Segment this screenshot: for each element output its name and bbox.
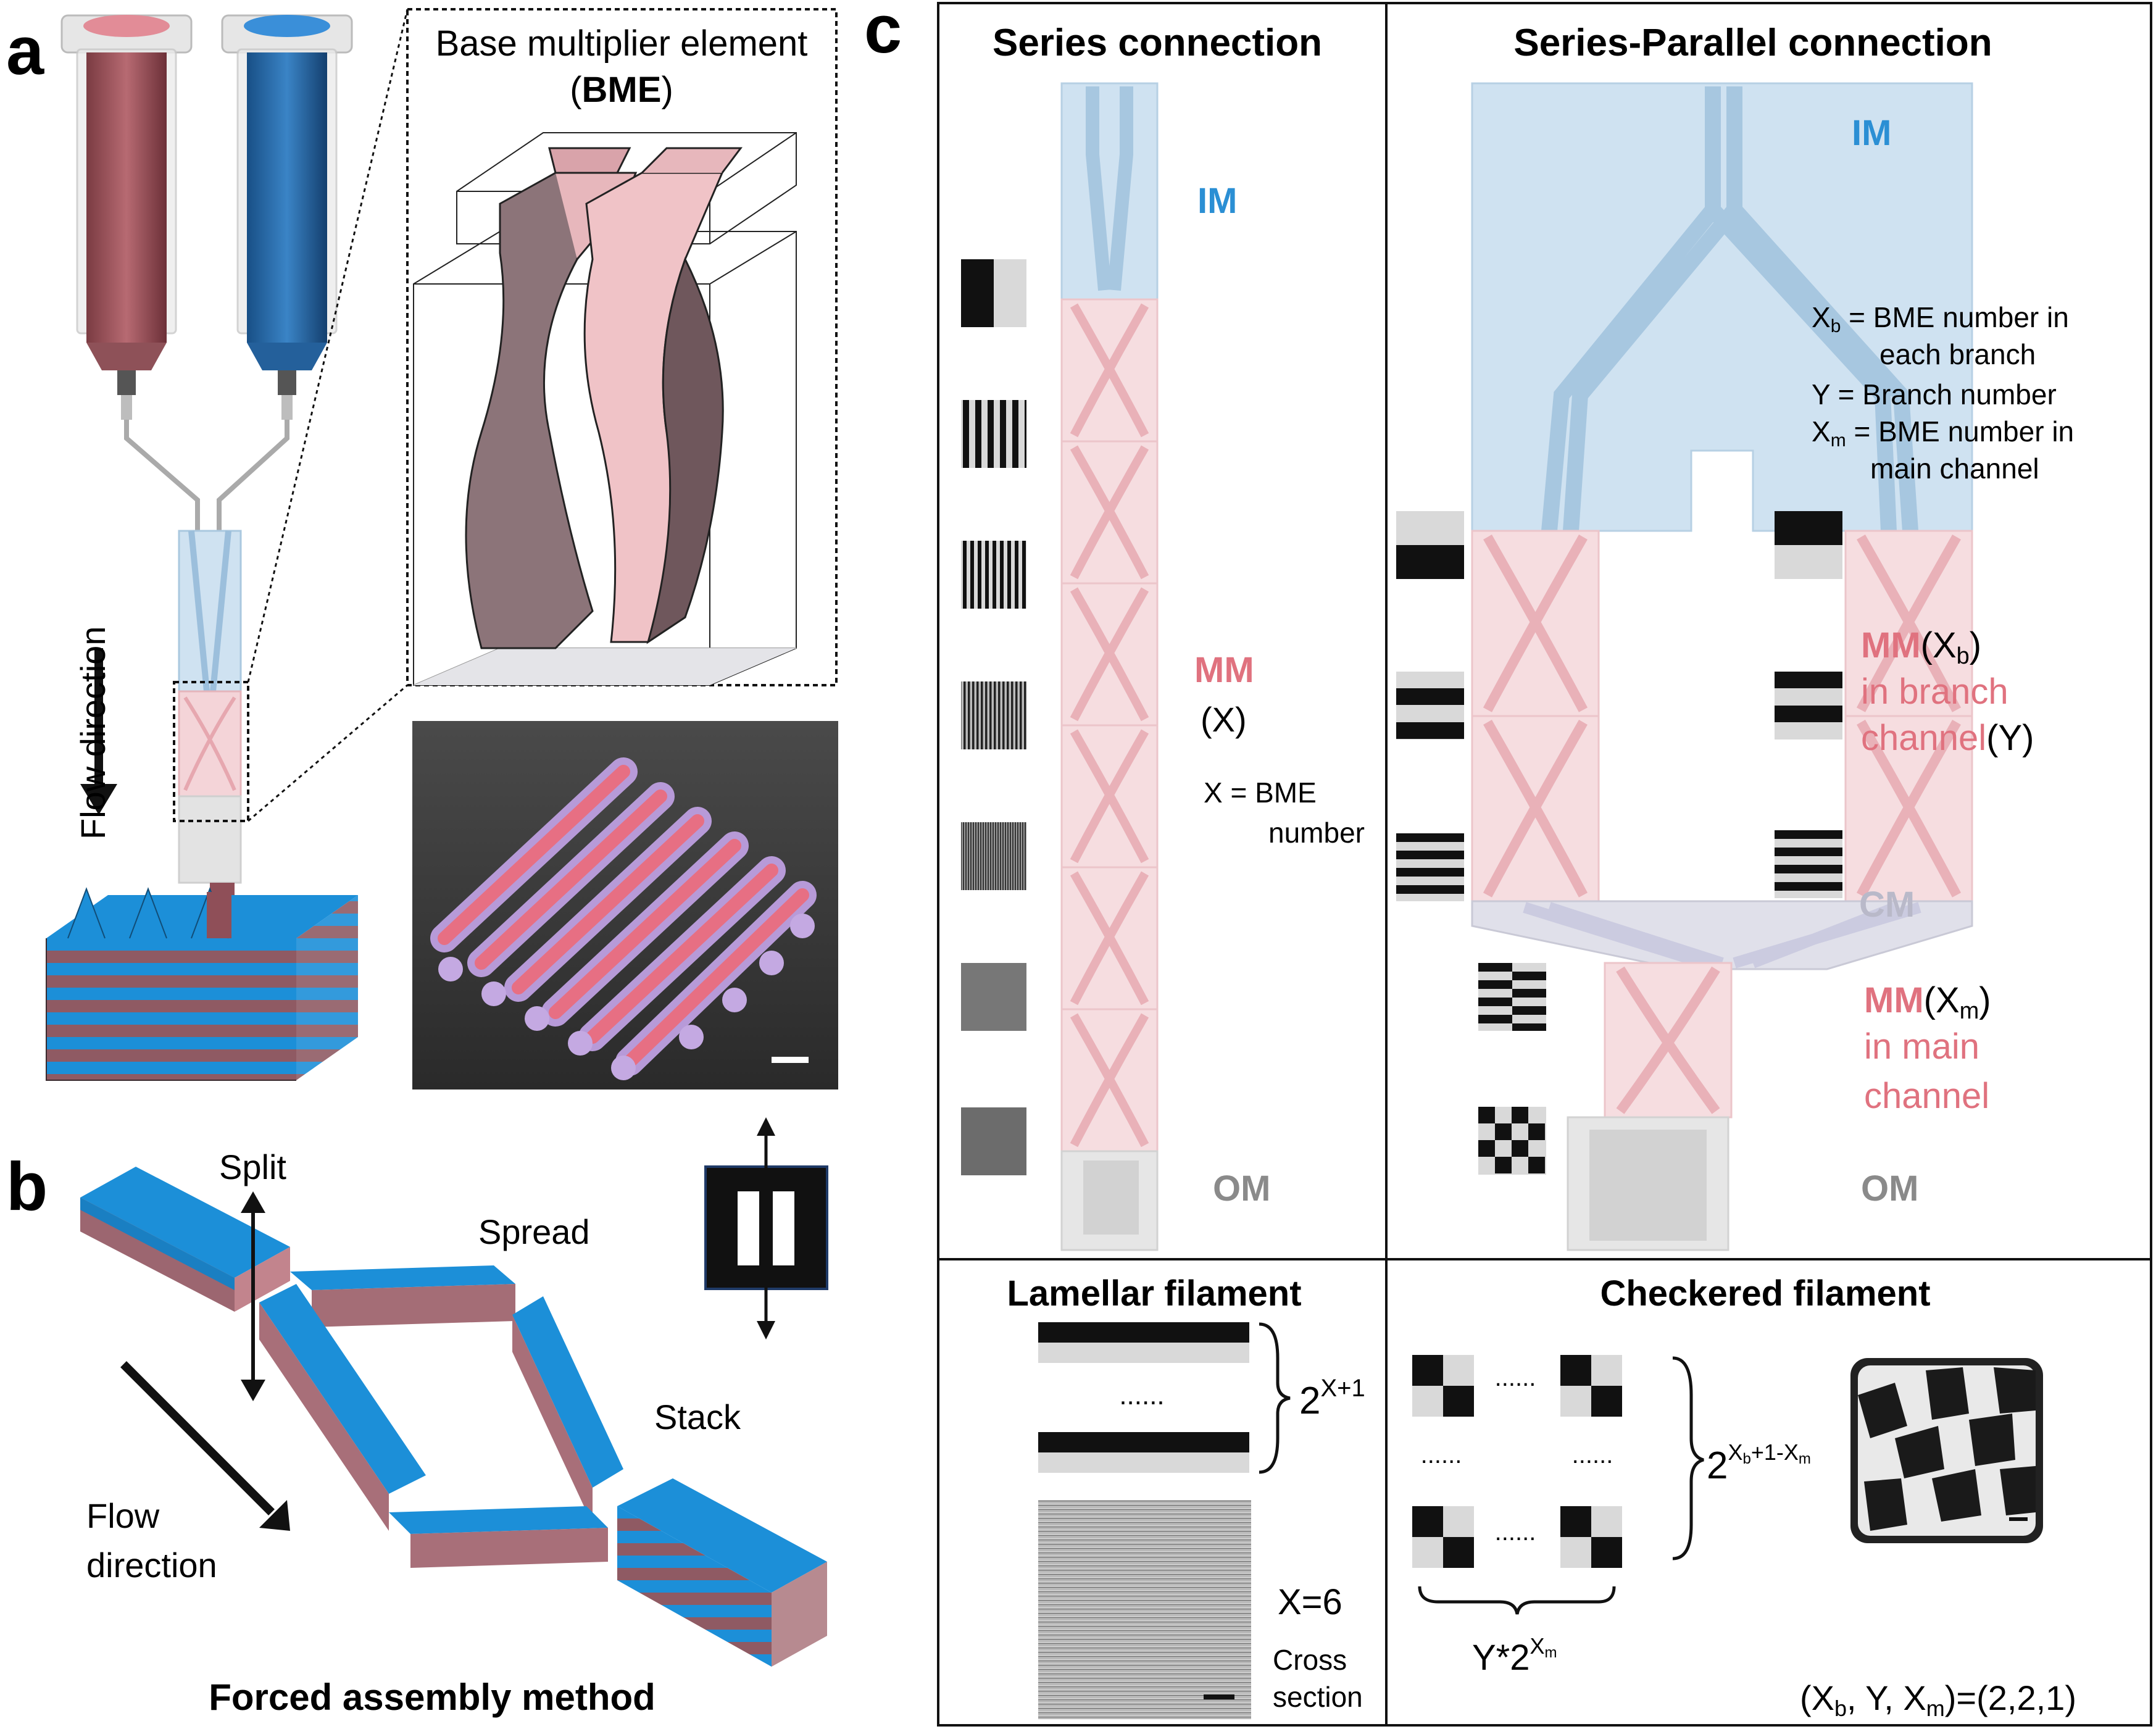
tube-red bbox=[124, 420, 200, 531]
flow-direction-label-a: Flow direction bbox=[73, 627, 112, 840]
bme-3d-model bbox=[413, 132, 797, 686]
sp-branch-line3: channel(Y) bbox=[1861, 718, 2034, 758]
bme-highlight-box bbox=[173, 681, 249, 822]
sp-def3-line1: Xm = BME number in bbox=[1812, 415, 2074, 451]
series-mm-var: (X) bbox=[1201, 700, 1247, 739]
flow-arrow-b-icon bbox=[120, 1361, 275, 1515]
checkered-exponent: 2Xb+1-Xm bbox=[1707, 1439, 1811, 1487]
photo-scale-bar bbox=[772, 1057, 809, 1063]
series-om-label: OM bbox=[1213, 1169, 1270, 1209]
syringe-blue-icon bbox=[221, 14, 353, 420]
mixer-nozzle-icon bbox=[178, 530, 242, 920]
lamellar-cross-line1: Cross bbox=[1273, 1644, 1347, 1676]
lamellar-dots: ...... bbox=[1119, 1380, 1164, 1410]
stack-label: Stack bbox=[654, 1398, 741, 1436]
series-cross-sections bbox=[961, 259, 1026, 1175]
bme-abbr-line: (BME) bbox=[570, 70, 673, 110]
bme-abbr: BME bbox=[582, 70, 662, 110]
forced-assembly-diagram bbox=[80, 1167, 827, 1667]
sp-cm-label: CM bbox=[1859, 885, 1915, 925]
series-mm-label: MM bbox=[1194, 650, 1254, 690]
flow-label-b-line2: direction bbox=[86, 1546, 217, 1585]
sp-om-label: OM bbox=[1861, 1169, 1918, 1209]
sp-mixer-network bbox=[1471, 82, 1973, 1251]
panel-c-letter: c bbox=[864, 0, 902, 67]
syringe-red-icon bbox=[60, 14, 193, 420]
sp-im-label: IM bbox=[1852, 113, 1891, 153]
sp-def2: Y = Branch number bbox=[1812, 378, 2057, 410]
checkered-y-expr: Y*2Xm bbox=[1472, 1633, 1557, 1678]
flow-label-b-line1: Flow bbox=[86, 1496, 160, 1535]
sp-def1-line2: each branch bbox=[1879, 338, 2036, 370]
lamellar-scale-bar bbox=[1204, 1694, 1234, 1699]
sp-branch-line2: in branch bbox=[1861, 672, 2008, 712]
sp-mm-main: MM(Xm) bbox=[1864, 980, 1991, 1024]
lamellar-exponent: 2X+1 bbox=[1299, 1375, 1365, 1422]
bme-title: Base multiplier element bbox=[436, 23, 808, 64]
lamellar-cross-line2: section bbox=[1273, 1681, 1363, 1713]
printed-lattice-block bbox=[46, 887, 358, 1081]
sp-main-line2: in main bbox=[1864, 1027, 1979, 1067]
split-label: Split bbox=[219, 1148, 286, 1186]
sp-mm-branch: MM(Xb) bbox=[1861, 625, 1981, 669]
series-mixer-column bbox=[1060, 82, 1159, 1251]
checkered-dots-bottom: ...... bbox=[1495, 1519, 1536, 1546]
series-eq-line2: number bbox=[1268, 817, 1365, 849]
checkered-dots-top: ...... bbox=[1495, 1364, 1536, 1391]
series-im-label: IM bbox=[1197, 181, 1237, 221]
lamellar-diagram bbox=[1038, 1322, 1291, 1474]
panel-b-letter: b bbox=[6, 1149, 48, 1225]
sp-def3-line2: main channel bbox=[1870, 452, 2039, 485]
forced-assembly-caption: Forced assembly method bbox=[209, 1677, 656, 1718]
series-title: Series connection bbox=[993, 22, 1322, 64]
lamellar-cross-section-image bbox=[1038, 1500, 1251, 1719]
printed-lattice-photo bbox=[412, 721, 838, 1089]
panel-a-letter: a bbox=[6, 13, 44, 89]
tube-blue bbox=[217, 420, 289, 531]
cross-section-icon bbox=[704, 1117, 828, 1339]
lamellar-title: Lamellar filament bbox=[1007, 1273, 1301, 1314]
sp-main-line3: channel bbox=[1864, 1076, 1989, 1116]
sp-def1-line1: Xb = BME number in bbox=[1812, 301, 2069, 336]
series-eq-line1: X = BME bbox=[1204, 777, 1317, 809]
checkered-tuple: (Xb, Y, Xm)=(2,2,1) bbox=[1800, 1678, 2076, 1721]
lamellar-x-value: X=6 bbox=[1278, 1582, 1342, 1622]
sp-title: Series-Parallel connection bbox=[1513, 22, 1992, 64]
checkered-cross-section-image bbox=[1850, 1358, 2043, 1543]
spread-label: Spread bbox=[478, 1212, 590, 1251]
sp-cross-sections bbox=[1396, 511, 1842, 1175]
checkered-diagram bbox=[1412, 1355, 1704, 1615]
checkered-title: Checkered filament bbox=[1600, 1273, 1930, 1314]
checkered-dots-left: ...... bbox=[1421, 1441, 1462, 1469]
checkered-dots-right: ...... bbox=[1572, 1441, 1613, 1469]
panel-c-frame bbox=[937, 2, 2152, 1727]
